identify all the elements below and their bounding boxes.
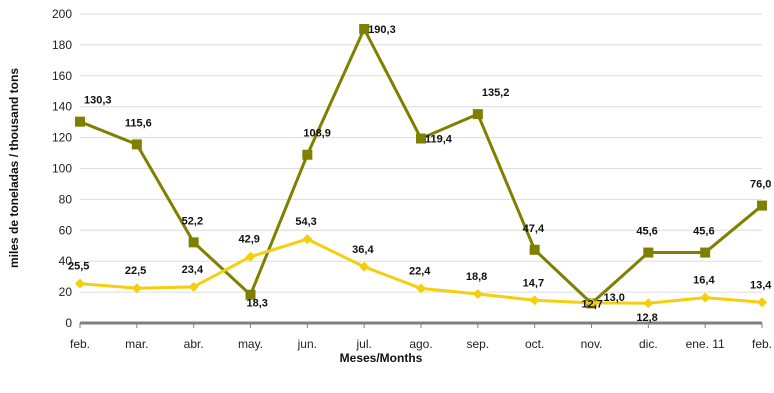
y-tick-label: 80 — [59, 192, 73, 206]
series-2-point — [700, 292, 711, 303]
series-1-point — [700, 247, 711, 258]
x-tick-label: dic. — [639, 337, 658, 351]
series-2-point — [131, 283, 142, 294]
y-axis-title: miles de toneladas / thousand tons — [7, 68, 21, 268]
data-label: 13,4 — [750, 279, 772, 291]
series-1-point — [472, 109, 483, 120]
series-1-point — [188, 237, 199, 248]
data-label: 13,0 — [604, 292, 625, 304]
data-label: 22,5 — [125, 265, 146, 277]
series-2-point — [75, 278, 85, 289]
data-label: 52,2 — [182, 215, 203, 227]
data-labels: 130,3 115,6 52,2 18,3 108,9 190,3 119,4 135,2 47… — [68, 24, 772, 324]
series-1-point — [359, 23, 370, 34]
series-1-point — [245, 289, 256, 300]
series-1-point — [757, 200, 767, 211]
y-tick-label: 0 — [65, 316, 72, 330]
data-label: 12,7 — [582, 298, 603, 310]
data-label: 45,6 — [693, 226, 714, 238]
series-2-point — [188, 281, 199, 292]
series-1-point — [131, 139, 142, 150]
x-tick-label: sep. — [466, 337, 489, 351]
series-1-point — [643, 247, 654, 258]
x-tick-label: may. — [238, 337, 263, 351]
data-label: 45,6 — [636, 226, 657, 238]
series-1-point — [75, 116, 85, 127]
x-tick-label: feb. — [70, 337, 90, 351]
y-tick-label: 20 — [59, 285, 73, 299]
x-axis: feb. mar. abr. may. jun. jul. ago. sep. oct. nov.… — [70, 321, 772, 351]
x-tick-label: oct. — [525, 337, 544, 351]
x-tick-label: jul. — [355, 337, 371, 351]
data-label: 108,9 — [303, 128, 331, 140]
x-tick-label: mar. — [125, 337, 148, 351]
x-tick-label: jun. — [297, 337, 317, 351]
series-2-point — [302, 234, 313, 245]
series-2-point — [416, 283, 426, 294]
data-label: 115,6 — [125, 117, 152, 129]
x-tick-label: abr. — [184, 337, 204, 351]
data-label: 54,3 — [295, 216, 316, 228]
data-label: 76,0 — [750, 179, 771, 191]
y-tick-label: 120 — [52, 131, 72, 145]
x-tick-label: feb. — [752, 337, 772, 351]
data-label: 190,3 — [368, 24, 396, 36]
data-label: 18,8 — [466, 271, 487, 283]
data-label: 135,2 — [482, 87, 510, 99]
y-tick-label: 40 — [59, 254, 73, 268]
series-2-point — [643, 298, 654, 309]
data-label: 12,8 — [636, 312, 657, 324]
y-tick-label: 160 — [52, 69, 72, 83]
series-line-1 — [79, 27, 763, 305]
y-tick-label: 180 — [52, 38, 72, 52]
series-2-point — [529, 295, 540, 306]
data-label: 42,9 — [239, 234, 260, 246]
data-label: 47,4 — [523, 223, 545, 235]
x-tick-label: ago. — [409, 337, 432, 351]
x-tick-label: ene. 11 — [686, 337, 725, 351]
series-1-point — [529, 244, 540, 255]
y-tick-label: 60 — [59, 223, 73, 237]
data-label: 36,4 — [352, 244, 374, 256]
y-tick-label: 200 — [52, 7, 72, 21]
y-tick-label: 140 — [52, 100, 72, 114]
data-label: 22,4 — [409, 265, 431, 277]
series-1-point — [416, 133, 426, 144]
series-2-point — [757, 297, 767, 308]
gridlines — [80, 13, 762, 293]
x-tick-label: nov. — [581, 337, 603, 351]
series-lines — [75, 23, 767, 309]
x-axis-title: Meses/Months — [340, 351, 423, 365]
data-label: 23,4 — [182, 264, 204, 276]
data-label: 18,3 — [247, 298, 268, 310]
data-label: 14,7 — [523, 277, 544, 289]
series-2-point — [586, 297, 597, 308]
y-axis-ticks: 0 20 40 60 80 100 120 140 160 180 200 — [52, 7, 72, 330]
series-2-point — [359, 261, 370, 272]
data-label: 16,4 — [693, 275, 715, 287]
data-label: 119,4 — [425, 134, 453, 146]
data-label: 130,3 — [84, 95, 112, 107]
series-1-point — [302, 149, 313, 160]
y-tick-label: 100 — [52, 162, 72, 176]
series-2-point — [472, 288, 483, 299]
series-2-point — [245, 251, 256, 262]
data-label: 25,5 — [68, 261, 89, 273]
